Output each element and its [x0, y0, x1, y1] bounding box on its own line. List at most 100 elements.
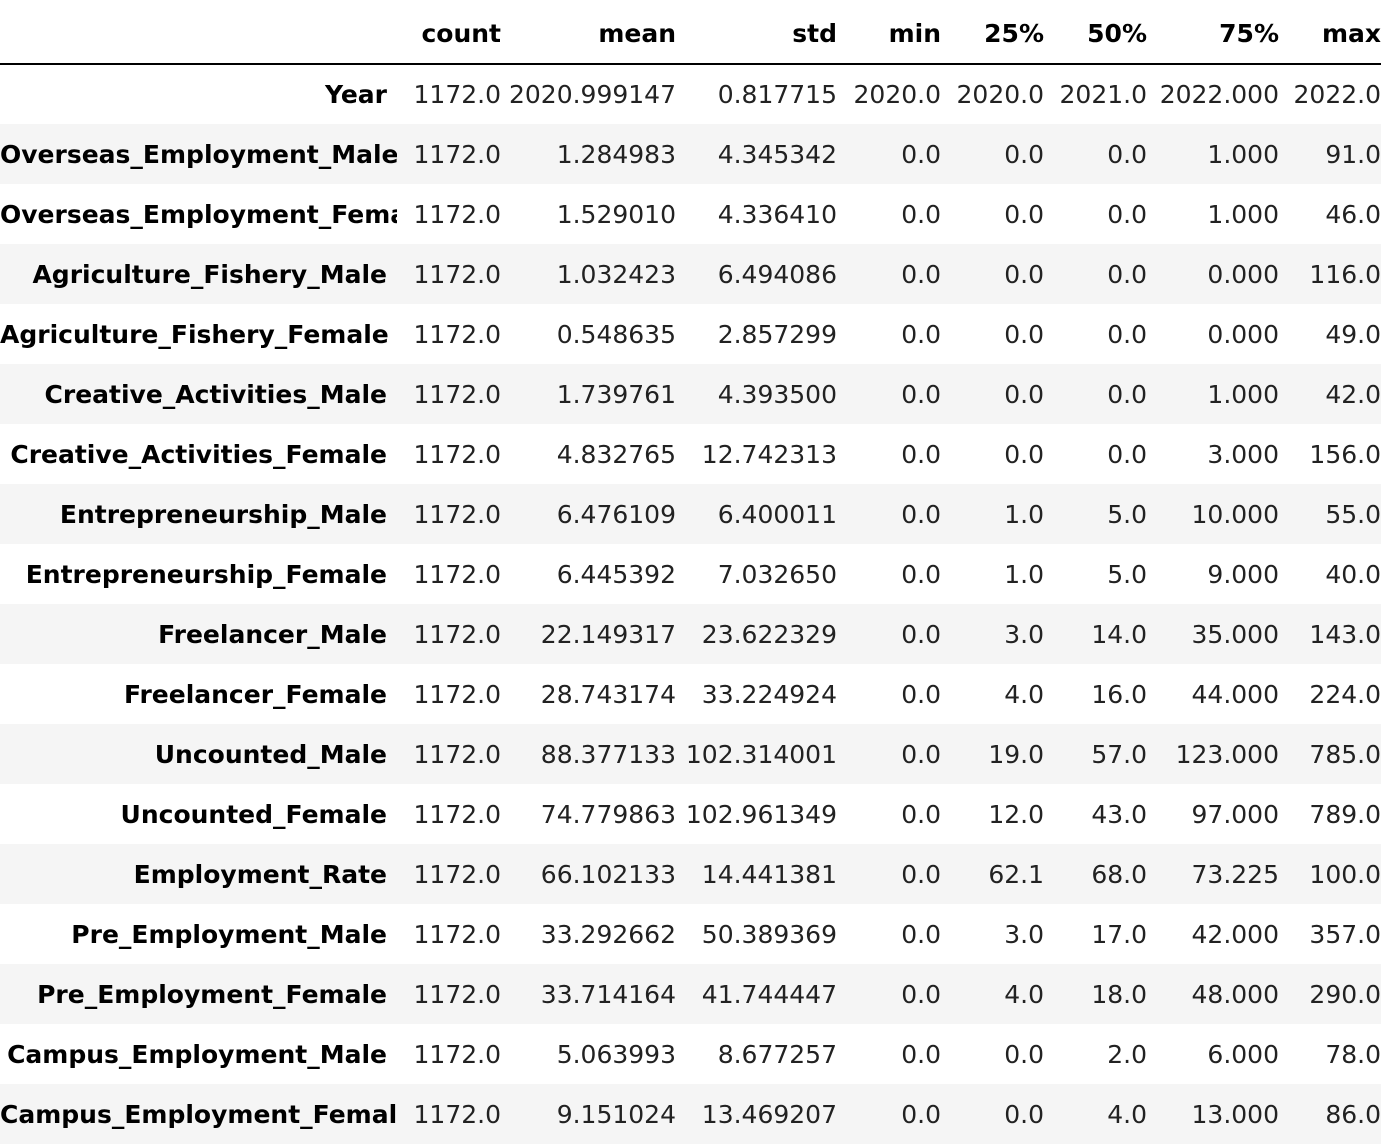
cell-50pct: 43.0: [1091, 799, 1147, 829]
cell-50pct: 68.0: [1091, 859, 1147, 889]
cell-50pct: 0.0: [1107, 199, 1147, 229]
cell-std: 6.400011: [717, 499, 837, 529]
cell-min: 0.0: [901, 319, 941, 349]
cell-min: 0.0: [901, 979, 941, 1009]
row-label: Agriculture_Fishery_Male: [32, 259, 387, 289]
cell-50pct: 0.0: [1107, 259, 1147, 289]
cell-25pct: 0.0: [1004, 439, 1044, 469]
table-row: Freelancer_Female 1172.0 28.743174 33.22492…: [0, 664, 1381, 724]
cell-mean: 33.292662: [540, 919, 676, 949]
cell-count: 1172.0: [413, 319, 501, 349]
table-row: Campus_Employment_Female 1172.0 9.151024 13…: [0, 1084, 1381, 1144]
column-header-min: min: [837, 0, 941, 65]
cell-25pct: 4.0: [1004, 979, 1044, 1009]
cell-min: 0.0: [901, 559, 941, 589]
row-label: Entrepreneurship_Male: [59, 499, 387, 529]
cell-min: 0.0: [901, 499, 941, 529]
cell-50pct: 5.0: [1107, 559, 1147, 589]
cell-75pct: 1.000: [1207, 199, 1279, 229]
cell-max: 55.0: [1325, 499, 1381, 529]
cell-max: 86.0: [1325, 1099, 1381, 1129]
column-header-count: count: [397, 0, 501, 65]
row-label: Uncounted_Female: [120, 799, 387, 829]
cell-75pct: 0.000: [1207, 319, 1279, 349]
table-row: Uncounted_Male 1172.0 88.377133 102.314001 0…: [0, 724, 1381, 784]
table-row: Campus_Employment_Male 1172.0 5.063993 8.67…: [0, 1024, 1381, 1084]
cell-mean: 6.445392: [556, 559, 676, 589]
table-row: Creative_Activities_Male 1172.0 1.739761 4.…: [0, 364, 1381, 424]
cell-mean: 22.149317: [540, 619, 676, 649]
cell-75pct: 2022.000: [1159, 80, 1279, 109]
cell-mean: 1.529010: [556, 199, 676, 229]
cell-std: 23.622329: [701, 619, 837, 649]
cell-min: 0.0: [901, 799, 941, 829]
cell-std: 41.744447: [701, 979, 837, 1009]
cell-25pct: 1.0: [1004, 499, 1044, 529]
cell-count: 1172.0: [413, 979, 501, 1009]
cell-75pct: 123.000: [1175, 739, 1279, 769]
row-label: Agriculture_Fishery_Female: [0, 319, 389, 349]
cell-50pct: 16.0: [1091, 679, 1147, 709]
cell-50pct: 4.0: [1107, 1099, 1147, 1129]
row-label: Overseas_Employment_Male: [0, 139, 397, 169]
cell-std: 14.441381: [701, 859, 837, 889]
row-label: Pre_Employment_Male: [71, 919, 387, 949]
cell-count: 1172.0: [413, 859, 501, 889]
cell-mean: 74.779863: [540, 799, 676, 829]
cell-50pct: 2.0: [1107, 1039, 1147, 1069]
table-row: Year 1172.0 2020.999147 0.817715 2020.0 2020.…: [0, 64, 1381, 124]
row-label: Overseas_Employment_Female: [0, 199, 397, 229]
cell-50pct: 0.0: [1107, 379, 1147, 409]
cell-count: 1172.0: [413, 499, 501, 529]
cell-max: 78.0: [1325, 1039, 1381, 1069]
row-label: Employment_Rate: [133, 859, 387, 889]
cell-min: 0.0: [901, 739, 941, 769]
cell-max: 785.0: [1309, 739, 1381, 769]
cell-mean: 88.377133: [540, 739, 676, 769]
column-header-75pct: 75%: [1147, 0, 1279, 65]
cell-std: 0.817715: [717, 80, 837, 109]
cell-mean: 1.284983: [556, 139, 676, 169]
cell-75pct: 13.000: [1191, 1099, 1279, 1129]
cell-25pct: 0.0: [1004, 379, 1044, 409]
cell-min: 0.0: [901, 379, 941, 409]
cell-25pct: 0.0: [1004, 1099, 1044, 1129]
header-row: count mean std min 25% 50% 75% max: [0, 0, 1381, 65]
cell-75pct: 73.225: [1191, 859, 1279, 889]
cell-count: 1172.0: [413, 619, 501, 649]
cell-50pct: 2021.0: [1059, 80, 1147, 109]
row-label: Creative_Activities_Male: [44, 379, 387, 409]
cell-max: 49.0: [1325, 319, 1381, 349]
row-label: Freelancer_Female: [123, 679, 387, 709]
cell-max: 357.0: [1309, 919, 1381, 949]
cell-std: 7.032650: [717, 559, 837, 589]
cell-max: 46.0: [1325, 199, 1381, 229]
row-label: Campus_Employment_Female: [0, 1099, 397, 1129]
cell-max: 116.0: [1309, 259, 1381, 289]
cell-mean: 1.032423: [556, 259, 676, 289]
cell-25pct: 0.0: [1004, 199, 1044, 229]
cell-min: 0.0: [901, 1039, 941, 1069]
table-row: Freelancer_Male 1172.0 22.149317 23.622329 0…: [0, 604, 1381, 664]
cell-25pct: 2020.0: [956, 80, 1044, 109]
cell-max: 91.0: [1325, 139, 1381, 169]
cell-max: 789.0: [1309, 799, 1381, 829]
cell-25pct: 1.0: [1004, 559, 1044, 589]
table-row: Employment_Rate 1172.0 66.102133 14.441381 0…: [0, 844, 1381, 904]
cell-std: 4.345342: [717, 139, 837, 169]
row-label: Campus_Employment_Male: [7, 1039, 387, 1069]
cell-std: 4.336410: [717, 199, 837, 229]
cell-count: 1172.0: [413, 559, 501, 589]
cell-75pct: 97.000: [1191, 799, 1279, 829]
table-row: Agriculture_Fishery_Female 1172.0 0.548635…: [0, 304, 1381, 364]
cell-count: 1172.0: [413, 1039, 501, 1069]
row-label: Pre_Employment_Female: [37, 979, 387, 1009]
cell-std: 13.469207: [701, 1099, 837, 1129]
cell-75pct: 9.000: [1207, 559, 1279, 589]
column-header-25pct: 25%: [941, 0, 1044, 65]
cell-max: 100.0: [1309, 859, 1381, 889]
cell-count: 1172.0: [413, 799, 501, 829]
row-label: Year: [325, 80, 387, 109]
table-row: Overseas_Employment_Female 1172.0 1.529010…: [0, 184, 1381, 244]
